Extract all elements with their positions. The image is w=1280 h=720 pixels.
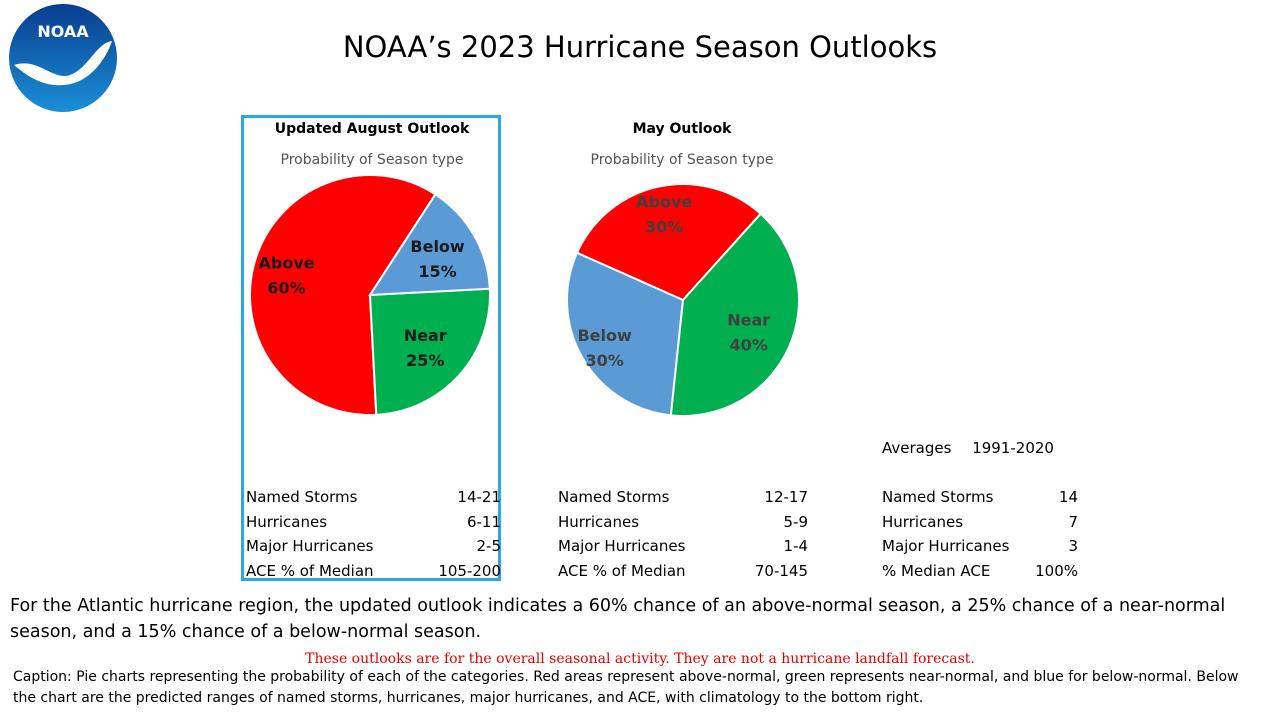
pie-slice-near: [669, 212, 800, 417]
noaa-logo: NOAA: [9, 4, 117, 112]
stats-row: ACE % of Median 70-145: [558, 559, 808, 584]
slice-value-below: 30%: [585, 351, 623, 370]
stat-label: Hurricanes: [558, 512, 640, 531]
stat-label: Major Hurricanes: [882, 537, 1010, 555]
stats-row: % Median ACE 100%: [882, 559, 1078, 584]
may-chart-title: May Outlook: [632, 121, 732, 137]
may-chart-subtitle: Probability of Season type: [590, 152, 774, 168]
stat-label: ACE % of Median: [558, 561, 686, 580]
slice-label-above: Above: [636, 192, 692, 211]
stat-label: ACE % of Median: [246, 561, 374, 580]
slice-label-below: Below: [410, 237, 465, 256]
logo-text: NOAA: [37, 22, 89, 41]
stats-row: Major Hurricanes 2-5: [246, 534, 501, 559]
may-stats-table: Named Storms 12-17 Hurricanes 5-9 Major Hu…: [558, 485, 808, 583]
averages-heading: Averages 1991-2020: [882, 439, 1054, 457]
stat-value: 100%: [1035, 561, 1078, 580]
august-chart-subtitle: Probability of Season type: [280, 152, 464, 168]
stat-value: 6-11: [466, 512, 501, 531]
stats-row: Hurricanes 5-9: [558, 510, 808, 535]
august-stats-table: Named Storms 14-21 Hurricanes 6-11 Major H…: [246, 485, 501, 583]
stat-value: 105-200: [438, 561, 501, 580]
pie-slice-below: [368, 192, 491, 297]
stat-label: Named Storms: [246, 488, 358, 506]
caption-text: Caption: Pie charts representing the pro…: [13, 669, 1239, 706]
stat-value: 3: [1068, 537, 1078, 555]
august-chart-title: Updated August Outlook: [274, 121, 470, 137]
slice-label-above: Above: [258, 254, 314, 273]
stat-value: 70-145: [754, 561, 808, 580]
stats-row: Named Storms 14-21: [246, 485, 501, 510]
stat-value: 14: [1058, 488, 1078, 506]
pie-slice-above: [249, 174, 437, 416]
stat-label: Named Storms: [882, 488, 994, 506]
stat-label: Major Hurricanes: [558, 537, 686, 555]
stat-value: 7: [1068, 512, 1078, 531]
august-outlook-box: [241, 115, 501, 581]
stats-row: ACE % of Median 105-200: [246, 559, 501, 584]
stat-label: Major Hurricanes: [246, 537, 374, 555]
page-title: NOAA’s 2023 Hurricane Season Outlooks: [342, 30, 938, 64]
pie-slice-above: [575, 183, 763, 302]
stats-row: Hurricanes 6-11: [246, 510, 501, 535]
slice-value-near: 40%: [730, 335, 768, 354]
pie-slice-below: [566, 251, 685, 417]
stat-label: Hurricanes: [882, 512, 964, 531]
slice-label-near: Near: [404, 326, 447, 345]
slice-value-near: 25%: [406, 351, 444, 370]
stats-row: Major Hurricanes 3: [882, 534, 1078, 559]
averages-period: 1991-2020: [972, 439, 1054, 457]
stat-label: % Median ACE: [882, 561, 991, 580]
disclaimer-text: These outlooks are for the overall seaso…: [305, 651, 975, 667]
stats-row: Named Storms 12-17: [558, 485, 808, 510]
stats-row: Named Storms 14: [882, 485, 1078, 510]
slice-value-above: 60%: [267, 279, 305, 298]
stat-value: 1-4: [783, 537, 809, 555]
stat-label: Hurricanes: [246, 512, 328, 531]
stat-value: 5-9: [783, 512, 809, 531]
slice-label-below: Below: [577, 326, 632, 345]
stat-value: 2-5: [476, 537, 502, 555]
stats-row: Major Hurricanes 1-4: [558, 534, 808, 559]
averages-stats-table: Named Storms 14 Hurricanes 7 Major Hurrica…: [882, 485, 1078, 583]
pie-slice-near: [368, 287, 491, 416]
summary-text: For the Atlantic hurricane region, the u…: [10, 596, 1226, 642]
averages-label: Averages: [882, 439, 952, 457]
stat-value: 12-17: [764, 488, 808, 506]
slice-label-near: Near: [727, 310, 770, 329]
stats-row: Hurricanes 7: [882, 510, 1078, 535]
slice-value-above: 30%: [645, 217, 683, 236]
stat-value: 14-21: [457, 488, 501, 506]
slice-value-below: 15%: [418, 262, 456, 281]
stat-label: Named Storms: [558, 488, 670, 506]
